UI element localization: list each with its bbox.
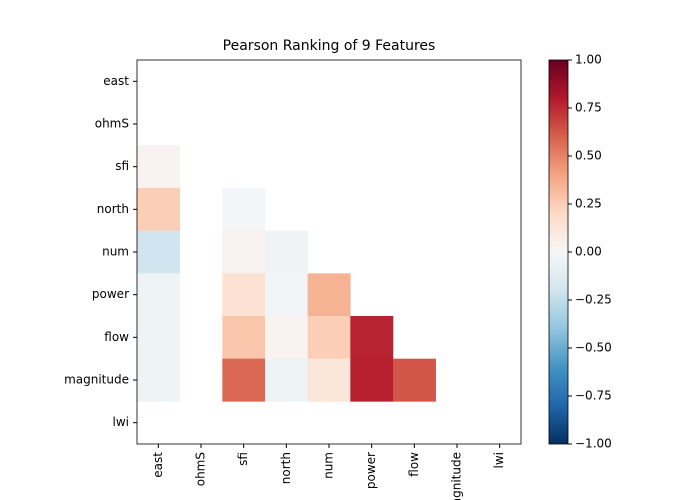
colorbar: [549, 60, 568, 444]
heatmap-cell: [137, 316, 180, 359]
heatmap-cell: [265, 273, 308, 317]
heatmap-cell: [350, 316, 394, 359]
y-tick-label: sfi: [115, 159, 129, 173]
y-tick-label: north: [97, 202, 129, 216]
heatmap-cell: [393, 358, 436, 402]
x-tick-label: north: [279, 452, 293, 484]
x-tick-label: east: [151, 452, 165, 478]
chart-title: Pearson Ranking of 9 Features: [223, 38, 436, 54]
colorbar-tick-label: −0.50: [575, 341, 612, 355]
y-tick-label: lwi: [113, 415, 129, 429]
heatmap-cell: [265, 358, 308, 402]
x-tick-label: lwi: [492, 452, 506, 468]
heatmap-cell: [222, 230, 266, 274]
heatmap-cell: [137, 358, 180, 402]
colorbar-tick-label: 0.50: [575, 149, 602, 163]
y-tick-label: magnitude: [64, 373, 129, 387]
heatmap-cell: [137, 188, 180, 231]
cells: [137, 145, 436, 402]
y-tick-label: ohmS: [95, 117, 129, 131]
x-tick-label: sfi: [236, 452, 250, 466]
heatmap-cell: [222, 188, 266, 231]
heatmap-cell: [137, 145, 180, 189]
heatmap-cell: [222, 316, 266, 359]
x-tick-label: magnitude: [450, 452, 464, 500]
y-tick-label: flow: [104, 330, 129, 344]
heatmap-cell: [222, 273, 266, 317]
heatmap-cell: [265, 230, 308, 274]
colorbar-tick-label: 1.00: [575, 53, 602, 67]
y-tick-label: east: [103, 74, 129, 88]
heatmap-cell: [137, 230, 180, 274]
heatmap-cell: [307, 273, 351, 317]
y-tick-label: power: [92, 287, 129, 301]
colorbar-tick-label: 0.25: [575, 197, 602, 211]
y-tick-label: num: [102, 245, 129, 259]
x-tick-label: ohmS: [194, 452, 208, 486]
colorbar-tick-label: 0.00: [575, 245, 602, 259]
colorbar-tick-label: −0.75: [575, 389, 612, 403]
x-tick-label: flow: [407, 452, 421, 477]
heatmap-cell: [265, 316, 308, 359]
x-tick-label: power: [364, 452, 378, 489]
heatmap-cell: [307, 316, 351, 359]
colorbar-tick-label: −1.00: [575, 437, 612, 451]
heatmap-cell: [307, 358, 351, 402]
colorbar-tick-label: 0.75: [575, 101, 602, 115]
colorbar-tick-label: −0.25: [575, 293, 612, 307]
x-tick-label: num: [322, 452, 336, 479]
heatmap-cell: [137, 273, 180, 317]
heatmap-cell: [222, 358, 266, 402]
heatmap-cell: [350, 358, 394, 402]
